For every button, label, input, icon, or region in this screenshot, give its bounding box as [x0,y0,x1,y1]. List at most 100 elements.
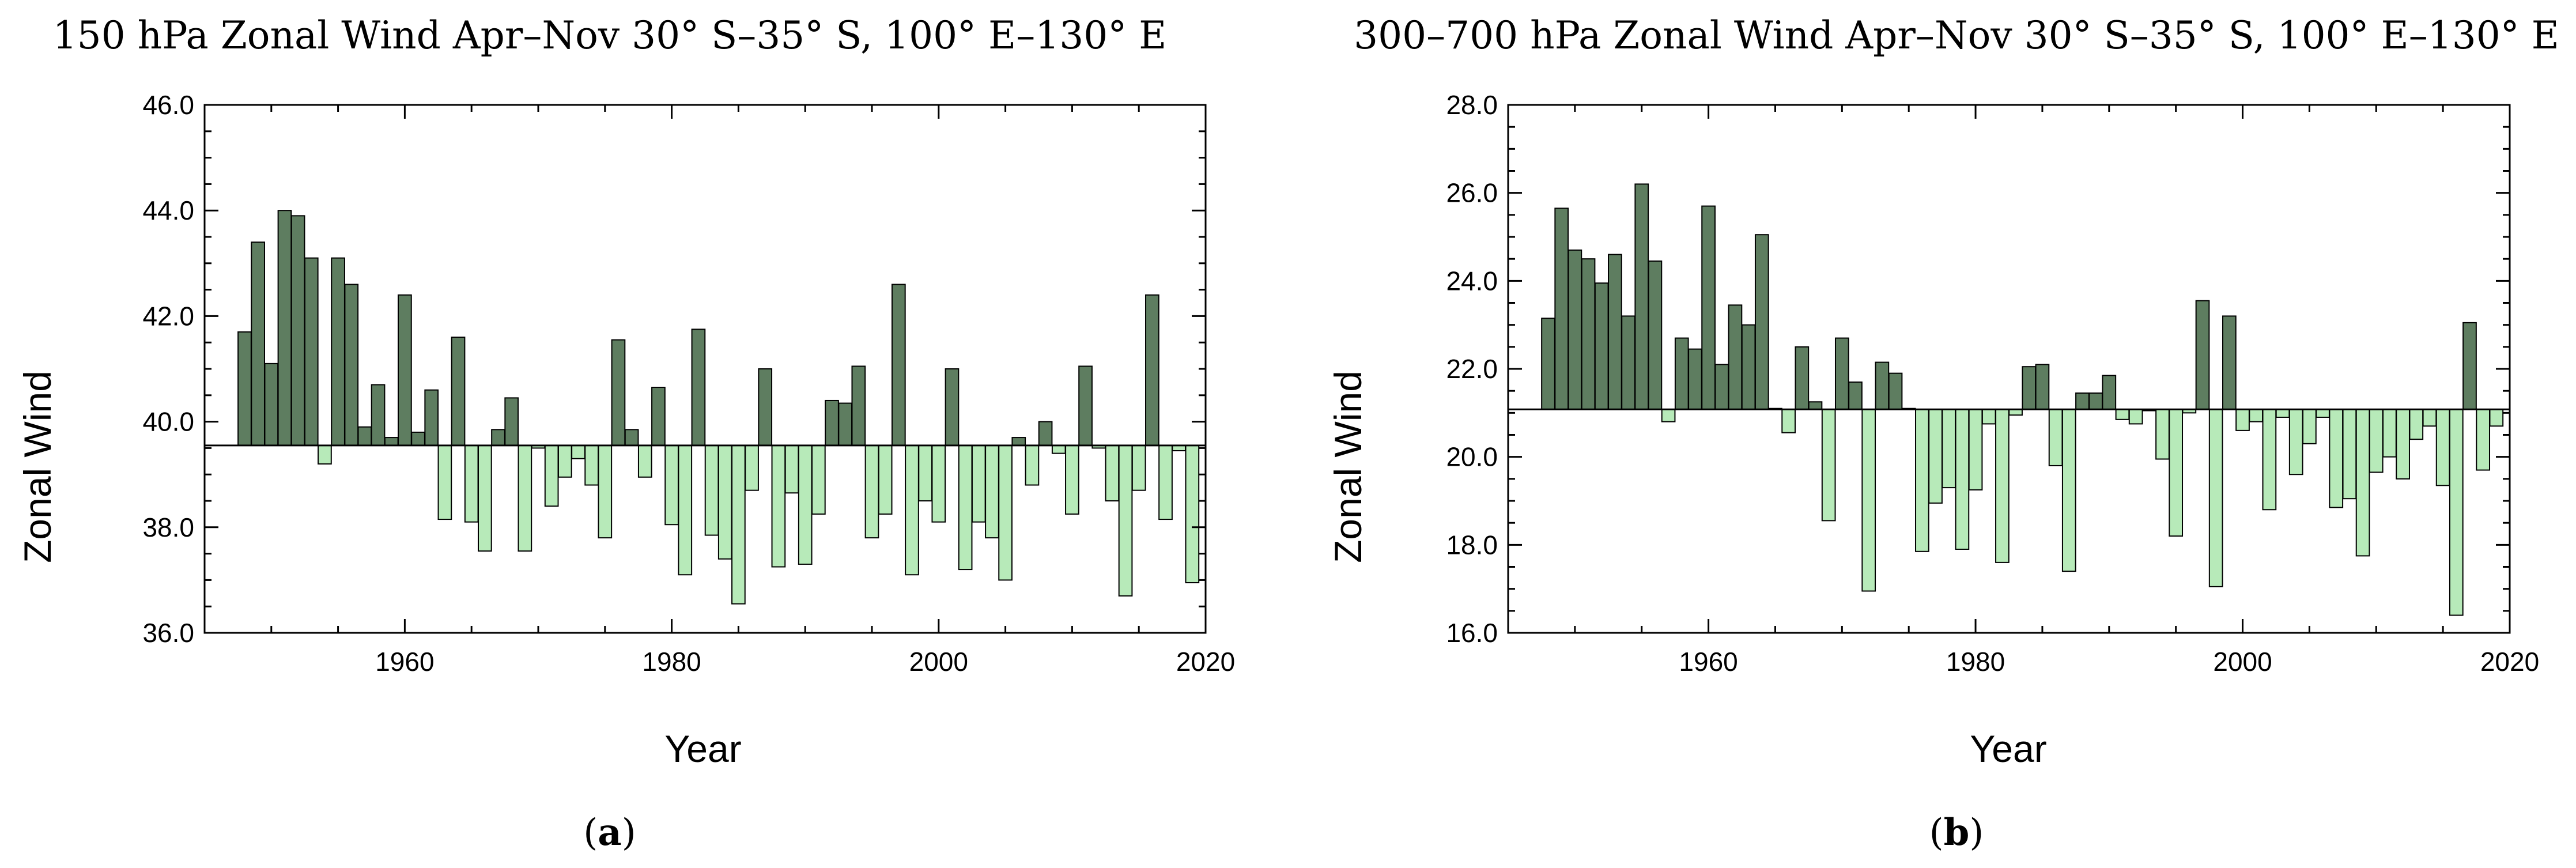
bar-a-1972 [557,444,572,478]
bar-a-1992 [825,399,839,446]
y-tick-label: 28.0 [1446,90,1498,120]
bar-b-1987 [2061,409,2076,572]
bar-a-2013 [1105,444,1120,502]
bar-b-1991 [2115,409,2130,420]
x-tick-label: 2020 [1176,647,1235,677]
bar-a-1952 [290,215,305,446]
bar-a-2010 [1065,444,1079,515]
bar-a-2019 [1185,444,1200,583]
bar-b-1950 [1567,249,1582,410]
bar-a-2007 [1025,444,1040,486]
bar-b-1980 [1968,409,1983,490]
bar-b-1990 [2102,375,2117,410]
bar-a-1986 [745,444,759,491]
y-tick-label: 18.0 [1446,530,1498,560]
chart-panel-b: 300–700 hPa Zonal Wind Apr–Nov 30° S–35°… [1327,13,2559,854]
bar-b-1989 [2088,392,2103,410]
bar-b-2010 [2369,409,2384,473]
bar-b-2013 [2409,409,2424,440]
x-tick-label: 2000 [909,647,968,677]
plot-area-a: 36.0 38.0 40.0 42.0 44.0 46.0 1960 1980 2000 2020 [142,90,1235,677]
bar-b-1949 [1554,207,1569,410]
bar-a-1982 [691,329,706,446]
bar-a-1998 [905,444,919,576]
bar-b-1995 [2169,409,2184,537]
bar-b-2006 [2316,409,2330,418]
bar-a-2003 [971,444,986,523]
plot-area-b: 16.0 18.0 20.0 22.0 24.0 26.0 28.0 1960 1980 2000… [1446,90,2539,677]
y-tick-label: 36.0 [142,618,194,648]
bar-b-2017 [2462,322,2477,410]
panel-label-b: (b) [1929,811,1984,854]
bar-b-1982 [1995,409,2010,563]
bar-a-2008 [1038,421,1053,446]
bar-b-1981 [1981,409,1996,425]
bar-a-1984 [717,444,732,560]
bar-a-1948 [237,331,252,446]
panel-letter-a: a [598,811,621,854]
bar-a-1953 [304,257,319,446]
bar-a-1974 [584,444,599,486]
panel-label-a: (a) [583,811,636,854]
bar-b-2018 [2476,409,2491,471]
bar-b-1951 [1581,258,1596,410]
bar-a-1994 [851,365,866,446]
bar-a-1983 [704,444,719,536]
bar-b-2019 [2489,409,2504,427]
bar-b-1948 [1541,318,1555,410]
bar-b-1986 [2048,409,2063,466]
bar-b-1988 [2075,392,2090,410]
bar-a-1965 [464,444,479,523]
bar-a-2006 [1011,437,1026,446]
bar-a-1951 [277,210,292,446]
bar-a-1988 [771,444,786,568]
bar-a-1959 [384,437,399,446]
bar-b-2004 [2288,409,2303,475]
bar-b-2007 [2329,409,2344,508]
bar-a-1993 [838,402,853,446]
bar-b-1979 [1955,409,1970,550]
bar-b-1955 [1634,183,1649,410]
bar-a-1964 [451,337,466,446]
bar-a-1995 [864,444,879,539]
bar-a-1956 [344,284,359,446]
bar-b-1976 [1915,409,1929,552]
bar-a-2002 [958,444,973,571]
bar-b-1992 [2128,409,2143,425]
bar-a-1987 [758,368,773,446]
bar-b-1969 [1821,409,1836,522]
bar-a-1999 [918,444,932,502]
bar-a-2016 [1145,294,1159,446]
bar-b-1957 [1661,409,1676,422]
bar-a-1973 [571,444,586,459]
bar-a-1981 [678,444,693,576]
bar-b-2005 [2302,409,2317,444]
bar-a-1991 [811,444,826,515]
x-tick-label: 2020 [2480,647,2539,677]
bar-a-1960 [398,294,412,446]
y-tick-label: 20.0 [1446,442,1498,472]
bar-b-1972 [1861,409,1876,592]
bar-a-2005 [998,444,1013,581]
y-tick-label: 22.0 [1446,354,1498,384]
bar-a-1963 [437,444,452,520]
bar-b-1970 [1834,337,1849,410]
bar-b-2008 [2342,409,2357,500]
bar-a-1979 [651,387,666,446]
bar-a-2014 [1118,444,1133,597]
bar-b-2012 [2396,409,2410,480]
bar-b-1998 [2208,409,2223,587]
chart-title-b: 300–700 hPa Zonal Wind Apr–Nov 30° S–35°… [1354,13,2559,58]
bar-b-1968 [1808,401,1823,410]
bar-b-1953 [1608,254,1622,410]
bar-b-1963 [1741,324,1756,410]
y-tick-label: 42.0 [142,301,194,331]
bar-a-2000 [931,444,946,523]
bar-a-1977 [624,429,639,446]
bar-b-1961 [1714,364,1729,410]
bar-b-1958 [1674,337,1689,410]
bar-b-1952 [1594,282,1609,410]
bar-a-1978 [637,444,652,478]
bar-a-1957 [357,426,372,446]
